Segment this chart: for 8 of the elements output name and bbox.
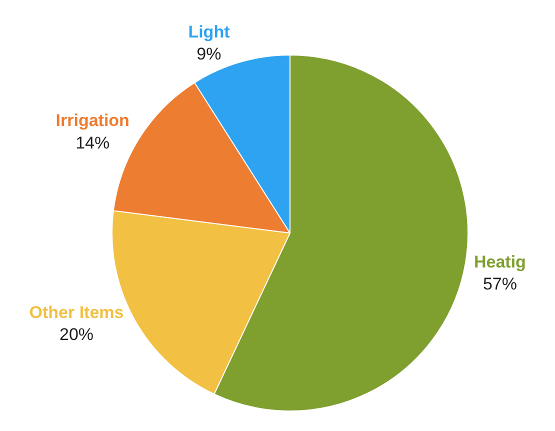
slice-label: Light bbox=[188, 22, 230, 42]
data-label: 20% bbox=[59, 325, 94, 344]
data-label: 57% bbox=[482, 274, 517, 294]
data-label: 14% bbox=[76, 133, 110, 152]
slice-label: Irrigation bbox=[56, 111, 130, 130]
data-label: 9% bbox=[196, 44, 222, 64]
slice-label: Other Items bbox=[29, 302, 124, 322]
slice-label: Heatig bbox=[474, 252, 526, 272]
